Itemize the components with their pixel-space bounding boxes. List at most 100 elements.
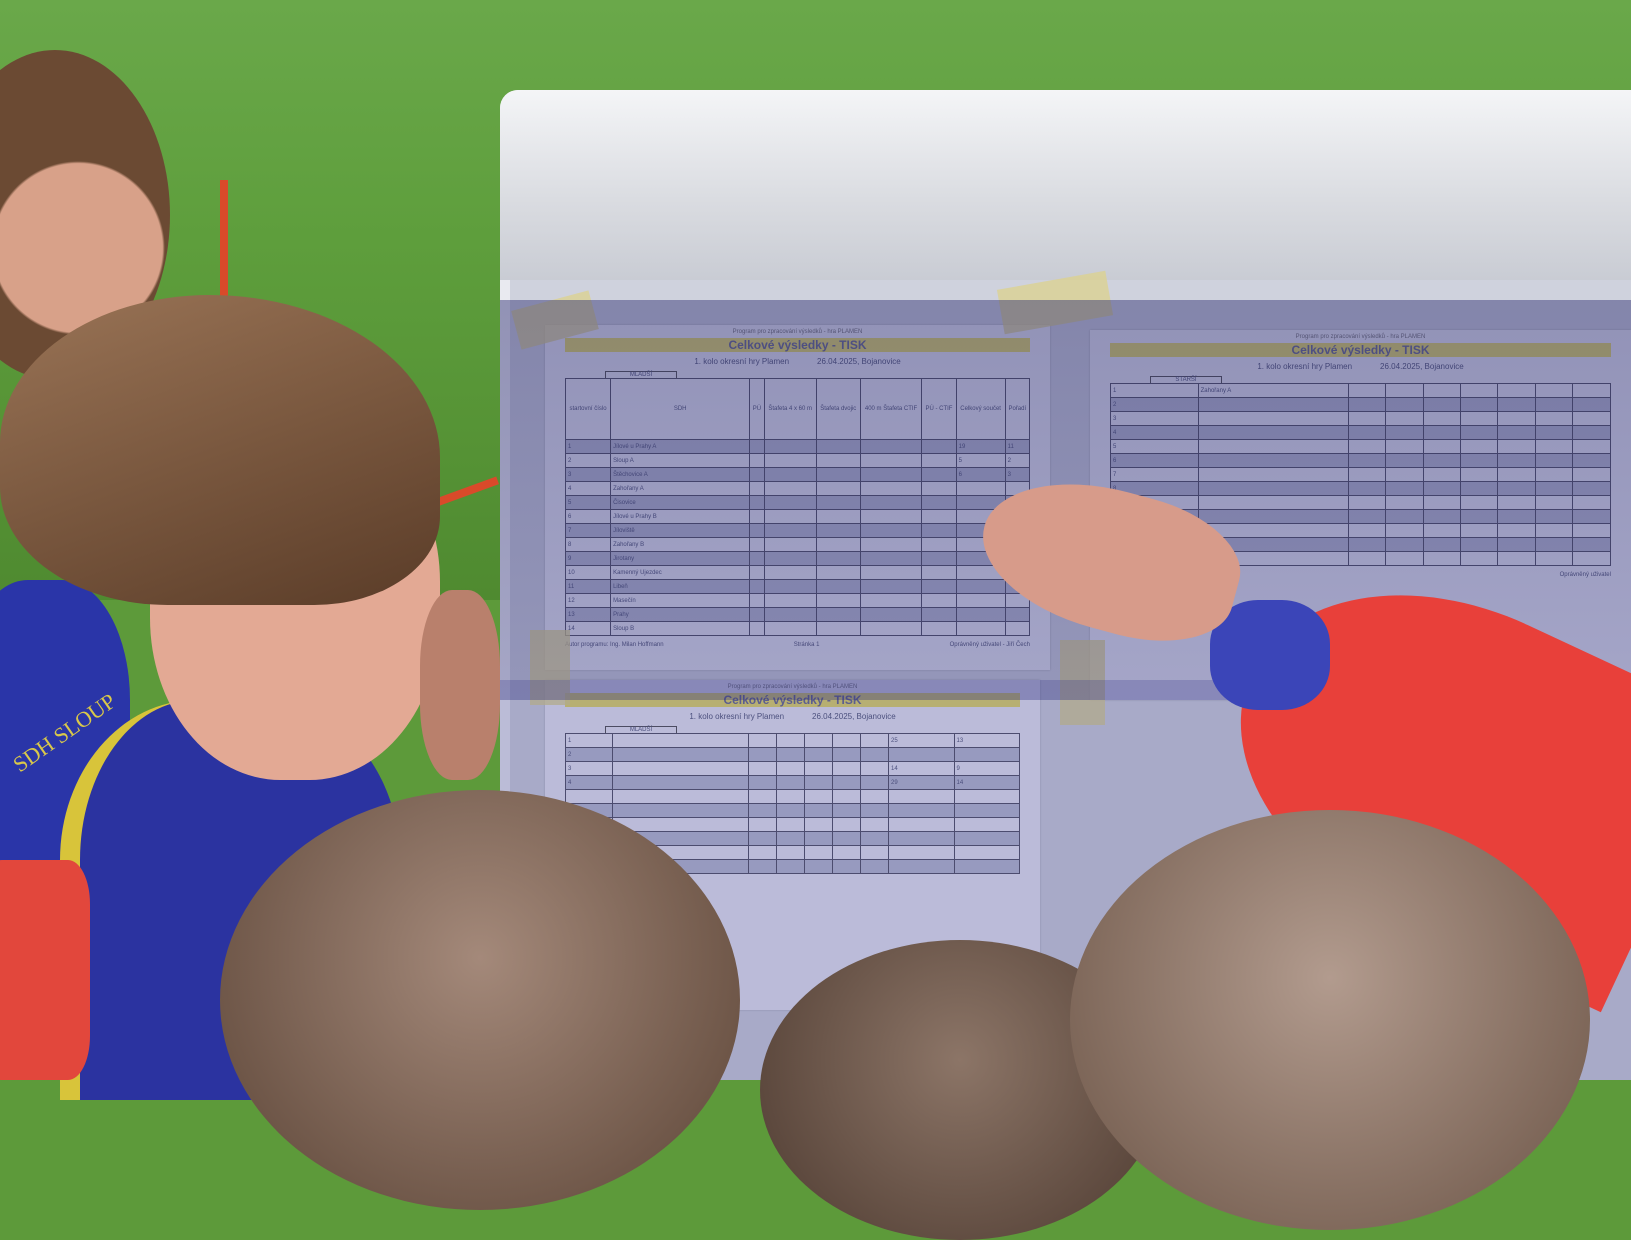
- team-name: Zahořany B: [610, 537, 751, 552]
- table-row: 4: [1110, 425, 1611, 440]
- table-row: [565, 831, 1020, 846]
- total-score: [1534, 495, 1574, 510]
- table-row: 5 Čisovice: [564, 495, 1031, 510]
- round-label: 1. kolo okresní hry Plamen: [689, 712, 785, 721]
- column-header: Pořadí: [1004, 378, 1031, 440]
- team-name: Jirotany: [610, 551, 751, 566]
- start-number: 2: [565, 747, 613, 762]
- footer-user: Oprávněný uživatel - Jiří Čech: [949, 642, 1030, 648]
- total-score: 29: [888, 775, 955, 790]
- tape: [530, 630, 570, 705]
- results-table: 1 25 13 2 3 14 9 4 29 14: [565, 733, 1020, 874]
- total-score: [888, 859, 955, 874]
- notice-board-roof: [500, 90, 1631, 280]
- team-name: [611, 775, 749, 790]
- rank: [1572, 495, 1611, 510]
- rank: [1572, 467, 1611, 482]
- start-number: 7: [1110, 467, 1199, 482]
- rank: [1572, 439, 1611, 454]
- start-number: [565, 789, 613, 804]
- table-row: 12 Masečín: [564, 593, 1031, 608]
- table-row: 6 Jílové u Prahy B: [564, 509, 1031, 524]
- total-score: [1534, 425, 1574, 440]
- total-score: [1534, 439, 1574, 454]
- total-score: 19: [955, 439, 1006, 454]
- team-name: Masečín: [610, 593, 751, 608]
- program-caption: Program pro zpracování výsledků - hra PL…: [1295, 334, 1426, 340]
- column-header: startovní číslo: [564, 378, 612, 440]
- team-name: [611, 803, 749, 818]
- results-table: startovní číslo SDH PÚ Štafeta 4 x 60 m Štaf…: [564, 378, 1031, 636]
- column-header: SDH: [610, 378, 751, 440]
- start-number: 9: [564, 551, 612, 566]
- total-score: [955, 621, 1006, 636]
- category-label: MLADŠÍ: [605, 726, 677, 733]
- total-score: [1534, 411, 1574, 426]
- total-score: 25: [888, 733, 955, 748]
- start-number: 4: [565, 775, 613, 790]
- team-name: Jílové u Prahy A: [610, 439, 751, 454]
- table-row: 9: [1110, 495, 1611, 510]
- table-row: [565, 803, 1020, 818]
- team-name: [611, 789, 749, 804]
- rank: [1572, 481, 1611, 496]
- rank: 14: [953, 775, 1020, 790]
- start-number: 12: [564, 593, 612, 608]
- sheet-subtitle: 1. kolo okresní hry Plamen 26.04.2025, Bo…: [545, 357, 1050, 366]
- child-head: [220, 790, 740, 1210]
- column-header: Štafeta dvojic: [815, 378, 861, 440]
- team-name: [1197, 397, 1349, 412]
- total-score: 5: [955, 453, 1006, 468]
- rank: [1004, 607, 1031, 622]
- table-row: 11 Libeň: [564, 579, 1031, 594]
- team-name: [1197, 481, 1349, 496]
- start-number: 6: [1110, 453, 1199, 468]
- start-number: 2: [1110, 397, 1199, 412]
- date-place: 26.04.2025, Bojanovice: [817, 357, 901, 366]
- rank: [1572, 397, 1611, 412]
- sheet-footer: Autor programu: Ing. Milan Hoffmann Strán…: [565, 642, 1030, 648]
- table-row: 4 29 14: [565, 775, 1020, 790]
- rank: [1004, 621, 1031, 636]
- table-row: 1 Zahořany A: [1110, 383, 1611, 398]
- rank: [1572, 411, 1611, 426]
- team-name: [1197, 509, 1349, 524]
- column-header: PÚ: [749, 378, 765, 440]
- program-caption: Program pro zpracování výsledků - hra PL…: [732, 329, 863, 335]
- table-row: 9 Jirotany: [564, 551, 1031, 566]
- total-score: [955, 495, 1006, 510]
- red-shirt: [0, 860, 90, 1080]
- start-number: 13: [564, 607, 612, 622]
- total-score: [1534, 467, 1574, 482]
- team-name: Štěchovice A: [610, 467, 751, 482]
- round-label: 1. kolo okresní hry Plamen: [694, 357, 790, 366]
- total-score: [888, 831, 955, 846]
- column-header: Celkový součet: [955, 378, 1006, 440]
- start-number: 1: [1110, 383, 1199, 398]
- table-row: 8: [1110, 481, 1611, 496]
- rank: [1572, 453, 1611, 468]
- start-number: 5: [564, 495, 612, 510]
- rank: 11: [1004, 439, 1031, 454]
- column-header: 400 m Štafeta CTIF: [859, 378, 923, 440]
- table-row: 4 Zahořany A: [564, 481, 1031, 496]
- column-header: Štafeta 4 x 60 m: [763, 378, 817, 440]
- rank: 9: [953, 761, 1020, 776]
- category-label: MLADŠÍ: [605, 371, 677, 378]
- team-name: Zahořany A: [610, 481, 751, 496]
- footer-author: Autor programu: Ing. Milan Hoffmann: [565, 642, 664, 648]
- date-place: 26.04.2025, Bojanovice: [1380, 362, 1464, 371]
- start-number: 3: [1110, 411, 1199, 426]
- start-number: 3: [565, 761, 613, 776]
- tape: [1060, 640, 1105, 725]
- start-number: 1: [565, 733, 613, 748]
- table-row: [565, 817, 1020, 832]
- total-score: [1534, 537, 1574, 552]
- rank: [1572, 551, 1611, 566]
- rank: [953, 845, 1020, 860]
- column-header: PÚ - CTIF: [921, 378, 957, 440]
- start-number: 6: [564, 509, 612, 524]
- rank: [953, 747, 1020, 762]
- team-name: [611, 761, 749, 776]
